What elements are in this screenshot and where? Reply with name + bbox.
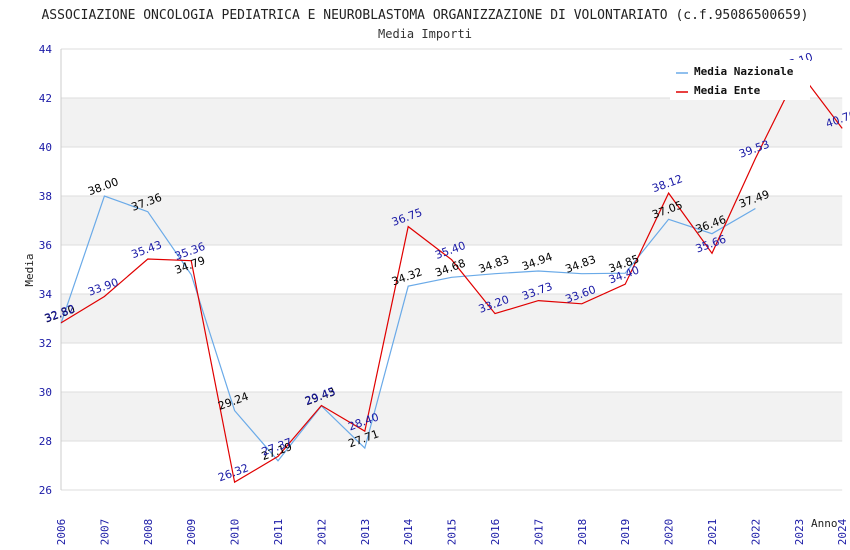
- x-axis-label: Anno: [811, 517, 838, 530]
- y-tick-label: 42: [39, 92, 52, 105]
- y-axis-label: Media: [23, 253, 36, 286]
- background-bands: [61, 98, 843, 441]
- background-band: [61, 392, 843, 441]
- data-label-media-nazionale: 34.32: [390, 265, 424, 288]
- data-label-media-ente: 26.32: [216, 461, 250, 484]
- x-tick-label: 2023: [793, 519, 806, 546]
- x-tick-label: 2010: [229, 519, 242, 546]
- series-line-media-nazionale: [60, 195, 756, 462]
- y-tick-label: 34: [39, 288, 53, 301]
- chart-title: ASSOCIAZIONE ONCOLOGIA PEDIATRICA E NEUR…: [41, 8, 808, 23]
- series-lines: [60, 69, 843, 484]
- x-tick-labels: 2006 2007 2008 2009 2010 2011 2012 2013 2014 2015…: [55, 518, 849, 545]
- y-tick-label: 30: [39, 386, 52, 399]
- y-tick-label: 40: [39, 141, 52, 154]
- y-tick-label: 26: [39, 484, 52, 497]
- series-line-media-ente: [60, 69, 843, 484]
- x-tick-label: 2019: [619, 519, 632, 546]
- x-tick-label: 2015: [446, 519, 459, 546]
- x-tick-label: 2011: [272, 519, 285, 546]
- y-tick-labels: 26 28 30 32 34 36 38 40 42 44: [39, 43, 53, 497]
- x-tick-label: 2020: [663, 519, 676, 546]
- legend-label-media-ente: Media Ente: [694, 84, 761, 97]
- legend: Media Nazionale Media Ente: [670, 60, 810, 100]
- x-tick-label: 2014: [402, 518, 415, 545]
- x-tick-label: 2021: [706, 519, 719, 546]
- y-tick-label: 44: [39, 43, 53, 56]
- x-tick-label: 2009: [185, 519, 198, 546]
- background-band: [61, 98, 843, 147]
- y-tick-label: 38: [39, 190, 52, 203]
- x-tick-label: 2016: [489, 519, 502, 546]
- x-tick-label: 2012: [315, 519, 328, 546]
- legend-label-media-nazionale: Media Nazionale: [694, 65, 794, 78]
- y-tick-label: 28: [39, 435, 52, 448]
- x-tick-label: 2007: [98, 519, 111, 546]
- y-tick-label: 32: [39, 337, 52, 350]
- x-tick-label: 2008: [142, 519, 155, 546]
- data-label-media-ente: 38.12: [650, 172, 684, 195]
- x-tick-label: 2013: [359, 519, 372, 546]
- data-label-media-nazionale: 34.83: [477, 253, 511, 276]
- background-band: [61, 196, 843, 245]
- x-tick-label: 2024: [836, 518, 849, 545]
- x-tick-label: 2018: [576, 519, 589, 546]
- legend-box: [670, 60, 810, 100]
- data-label-media-nazionale: 34.83: [564, 253, 598, 276]
- grid-lines: [61, 48, 843, 491]
- background-band: [61, 294, 843, 343]
- chart-subtitle: Media Importi: [378, 27, 472, 41]
- data-label-media-nazionale: 34.94: [520, 250, 554, 273]
- x-tick-label: 2017: [532, 519, 545, 546]
- x-tick-label: 2022: [749, 519, 762, 546]
- data-label-media-nazionale: 38.00: [86, 175, 120, 198]
- y-tick-label: 36: [39, 239, 52, 252]
- x-tick-label: 2006: [55, 519, 68, 546]
